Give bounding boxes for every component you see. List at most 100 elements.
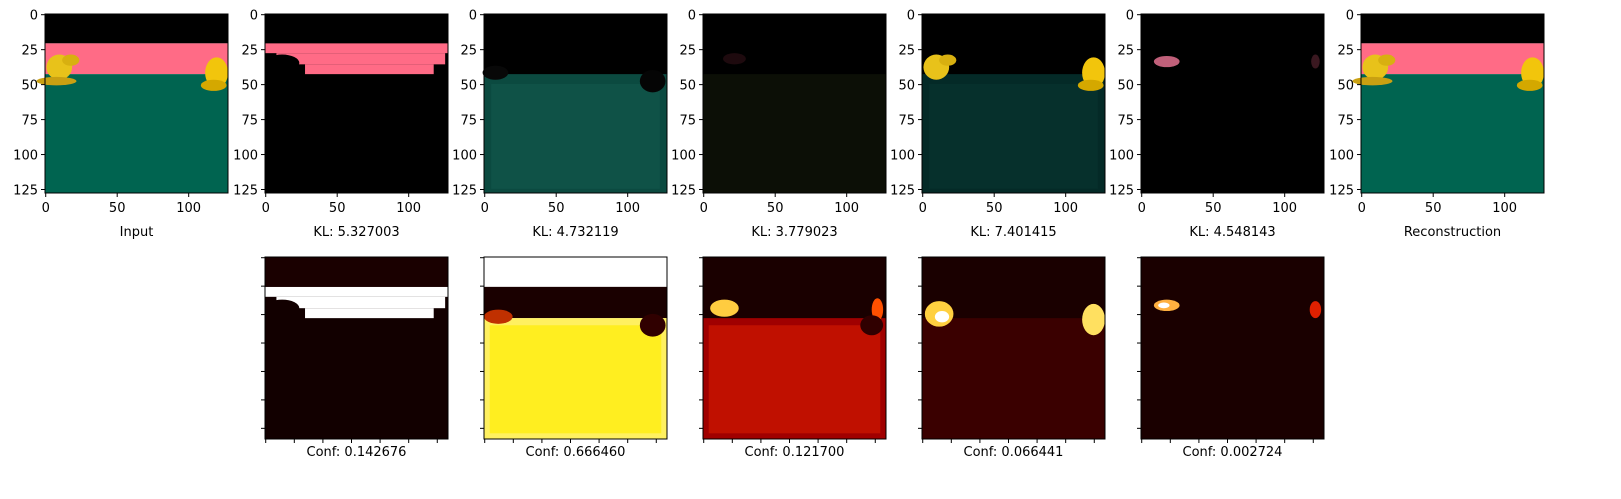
- image-blob: [62, 54, 80, 66]
- image-region: [265, 43, 448, 54]
- image-blob: [871, 298, 884, 321]
- x-tick-label: 50: [1425, 201, 1442, 216]
- x-tick-label: 100: [176, 201, 201, 216]
- y-tick-label: 125: [13, 184, 38, 199]
- image-blob: [639, 313, 666, 337]
- panel-label: Conf: 0.142676: [307, 445, 407, 460]
- axes-frame: [921, 13, 1106, 194]
- image-blob: [484, 309, 513, 324]
- image-region: [265, 14, 448, 193]
- axes-frame: [483, 256, 668, 440]
- image-blob: [36, 76, 77, 86]
- image-region: [708, 325, 881, 434]
- y-tick-label: 125: [1329, 184, 1354, 199]
- x-tick-label: 100: [1272, 201, 1297, 216]
- y-tick-label: 25: [898, 44, 915, 59]
- y-tick-label: 50: [1337, 79, 1354, 94]
- image-blob: [710, 299, 739, 317]
- y-tick-label: 0: [30, 9, 38, 24]
- axes-frame: [264, 256, 449, 440]
- image-blob: [934, 311, 950, 323]
- image-blob: [1082, 303, 1105, 336]
- image-region: [305, 64, 434, 75]
- x-tick-label: 0: [481, 201, 489, 216]
- y-tick-label: 100: [13, 149, 38, 164]
- image-blob: [1352, 76, 1393, 86]
- x-tick-label: 100: [834, 201, 859, 216]
- y-tick-label: 25: [460, 44, 477, 59]
- y-tick-label: 125: [452, 184, 477, 199]
- image-blob: [723, 53, 746, 65]
- y-tick-label: 25: [1337, 44, 1354, 59]
- y-tick-label: 75: [1117, 114, 1134, 129]
- y-tick-label: 100: [233, 149, 258, 164]
- image-region: [305, 308, 434, 319]
- x-tick-label: 100: [1053, 201, 1078, 216]
- y-tick-label: 25: [679, 44, 696, 59]
- y-tick-label: 0: [688, 9, 696, 24]
- y-tick-label: 25: [1117, 44, 1134, 59]
- panel-label: Reconstruction: [1404, 225, 1501, 240]
- image-region: [1361, 74, 1544, 193]
- image-region: [1141, 14, 1324, 193]
- panel-label: KL: 7.401415: [970, 225, 1056, 240]
- y-tick-label: 125: [233, 184, 258, 199]
- x-tick-label: 0: [1138, 201, 1146, 216]
- image-blob: [939, 54, 957, 66]
- axes-frame: [44, 13, 229, 194]
- x-tick-label: 50: [986, 201, 1003, 216]
- axes-frame: [483, 13, 668, 194]
- panel-label: Input: [120, 225, 154, 240]
- x-tick-label: 50: [109, 201, 126, 216]
- image-region: [491, 83, 660, 189]
- y-tick-label: 50: [898, 79, 915, 94]
- axes-frame: [921, 256, 1106, 440]
- image-blob: [860, 315, 884, 336]
- image-region: [45, 14, 228, 44]
- image-blob: [482, 65, 509, 80]
- image-blob: [1311, 54, 1320, 69]
- image-region: [265, 257, 448, 287]
- y-tick-label: 25: [21, 44, 38, 59]
- image-region: [489, 325, 662, 434]
- image-blob: [1378, 54, 1396, 66]
- image-region: [45, 74, 228, 193]
- image-region: [929, 83, 1098, 189]
- axes-frame: [1140, 256, 1325, 440]
- x-tick-label: 50: [329, 201, 346, 216]
- y-tick-label: 50: [21, 79, 38, 94]
- axes-frame: [1360, 13, 1545, 194]
- y-tick-label: 100: [1329, 149, 1354, 164]
- image-blob: [1158, 302, 1170, 309]
- x-tick-label: 0: [919, 201, 927, 216]
- image-blob: [265, 54, 300, 72]
- x-tick-label: 100: [1492, 201, 1517, 216]
- image-region: [922, 318, 1105, 439]
- x-tick-label: 0: [1358, 201, 1366, 216]
- y-tick-label: 0: [907, 9, 915, 24]
- image-region: [265, 286, 448, 297]
- panel-label: KL: 3.779023: [751, 225, 837, 240]
- panel-label: Conf: 0.121700: [745, 445, 845, 460]
- y-tick-label: 50: [1117, 79, 1134, 94]
- y-tick-label: 75: [679, 114, 696, 129]
- x-tick-label: 50: [1205, 201, 1222, 216]
- y-tick-label: 50: [460, 79, 477, 94]
- y-tick-label: 125: [890, 184, 915, 199]
- panel-label: Conf: 0.002724: [1183, 445, 1283, 460]
- panel-label: KL: 5.327003: [313, 225, 399, 240]
- image-blob: [639, 69, 666, 93]
- x-tick-label: 0: [262, 201, 270, 216]
- y-tick-label: 0: [1126, 9, 1134, 24]
- image-region: [484, 286, 667, 319]
- y-tick-label: 0: [250, 9, 258, 24]
- image-blob: [200, 79, 227, 91]
- y-tick-label: 25: [241, 44, 258, 59]
- y-tick-label: 0: [1346, 9, 1354, 24]
- x-tick-label: 50: [767, 201, 784, 216]
- axes-frame: [702, 256, 887, 440]
- y-tick-label: 0: [469, 9, 477, 24]
- y-tick-label: 125: [1109, 184, 1134, 199]
- image-blob: [1153, 55, 1180, 68]
